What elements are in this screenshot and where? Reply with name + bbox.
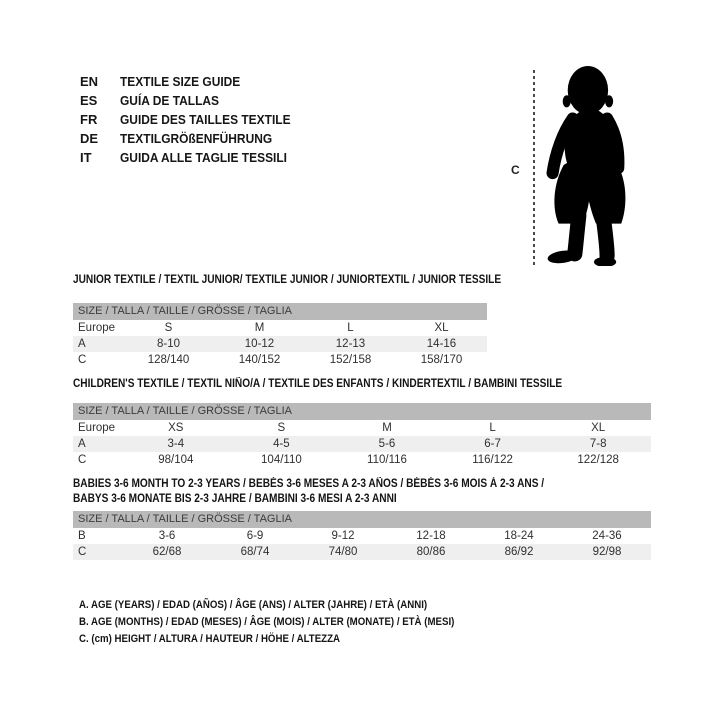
table-cell: M xyxy=(382,422,392,434)
table-cell: 92/98 xyxy=(592,546,622,558)
table-cell: L xyxy=(347,322,354,334)
size-table-babies: BABIES 3-6 MONTH TO 2-3 YEARS / BEBÉS 3-… xyxy=(73,477,651,560)
row-label: Europe xyxy=(78,422,116,434)
table-cell: 18-24 xyxy=(504,530,534,542)
table-cell: 6-9 xyxy=(246,530,264,542)
table-cell: 12-13 xyxy=(335,338,366,350)
row-label: A xyxy=(78,338,86,350)
language-label: GUIDA ALLE TAGLIE TESSILI xyxy=(120,150,288,165)
table-title: CHILDREN'S TEXTILE / TEXTIL NIÑO/A / TEX… xyxy=(73,378,563,390)
row-label: A xyxy=(78,438,86,450)
language-code: ES xyxy=(80,93,98,108)
table-cell: XL xyxy=(434,322,449,334)
size-header-bar: SIZE / TALLA / TAILLE / GRÖSSE / TAGLIA xyxy=(73,511,651,528)
table-title: BABYS 3-6 MONATE BIS 2-3 JAHRE / BAMBINI… xyxy=(73,493,397,505)
language-code: IT xyxy=(80,150,92,165)
table-cell: 3-6 xyxy=(158,530,176,542)
footnotes: A. AGE (YEARS) / EDAD (AÑOS) / ÂGE (ANS)… xyxy=(79,597,506,648)
table-cell: 5-6 xyxy=(378,438,396,450)
table-cell: 68/74 xyxy=(240,546,270,558)
table-cell: 7-8 xyxy=(589,438,607,450)
figure-height-label: C xyxy=(511,163,520,177)
table-cell: 9-12 xyxy=(331,530,355,542)
language-row: DE TEXTILGRÖßENFÜHRUNG xyxy=(80,129,305,148)
language-row: IT GUIDA ALLE TAGLIE TESSILI xyxy=(80,148,305,167)
table-cell: M xyxy=(254,322,265,334)
footnote-age-months: B. AGE (MONTHS) / EDAD (MESES) / ÂGE (MO… xyxy=(79,616,455,628)
table-row: C 62/68 68/74 74/80 80/86 86/92 92/98 xyxy=(73,544,651,560)
size-header-bar: SIZE / TALLA / TAILLE / GRÖSSE / TAGLIA xyxy=(73,403,651,420)
row-label: C xyxy=(78,546,87,558)
table-cell: 6-7 xyxy=(484,438,501,450)
table-cell: 62/68 xyxy=(152,546,182,558)
table-title: JUNIOR TEXTILE / TEXTIL JUNIOR/ TEXTILE … xyxy=(73,274,502,286)
row-label: B xyxy=(78,530,86,542)
table-cell: 24-36 xyxy=(592,530,622,542)
footnote-height-cm: C. (cm) HEIGHT / ALTURA / HAUTEUR / HÖHE… xyxy=(79,633,341,645)
table-cell: XL xyxy=(591,422,606,434)
row-label: C xyxy=(78,354,87,366)
height-dashed-line xyxy=(533,70,535,268)
size-table-children: CHILDREN'S TEXTILE / TEXTIL NIÑO/A / TEX… xyxy=(73,378,651,468)
table-row: Europe XS S M L XL xyxy=(73,420,651,436)
table-cell: 158/170 xyxy=(420,354,463,366)
language-label: TEXTILE SIZE GUIDE xyxy=(120,74,241,89)
table-row: A 8-10 10-12 12-13 14-16 xyxy=(73,336,487,352)
table-row: B 3-6 6-9 9-12 12-18 18-24 24-36 xyxy=(73,528,651,544)
language-row: FR GUIDE DES TAILLES TEXTILE xyxy=(80,110,305,129)
language-row: ES GUÍA DE TALLAS xyxy=(80,91,305,110)
size-header-bar: SIZE / TALLA / TAILLE / GRÖSSE / TAGLIA xyxy=(73,303,487,320)
language-code: FR xyxy=(80,112,98,127)
language-code: EN xyxy=(80,74,99,89)
language-label: GUIDE DES TAILLES TEXTILE xyxy=(120,112,291,127)
table-cell: 12-18 xyxy=(416,530,446,542)
table-cell: L xyxy=(489,422,496,434)
language-code: DE xyxy=(80,131,99,146)
table-cell: 122/128 xyxy=(577,454,619,466)
table-cell: 110/116 xyxy=(367,454,407,466)
table-cell: 80/86 xyxy=(416,546,446,558)
row-label: Europe xyxy=(78,322,116,334)
table-row: C 98/104 104/110 110/116 116/122 122/128 xyxy=(73,452,651,468)
language-row: EN TEXTILE SIZE GUIDE xyxy=(80,72,305,91)
table-title: BABIES 3-6 MONTH TO 2-3 YEARS / BEBÉS 3-… xyxy=(73,478,545,490)
table-cell: 98/104 xyxy=(158,454,194,466)
table-row: Europe S M L XL xyxy=(73,320,487,336)
table-cell: 74/80 xyxy=(328,546,358,558)
size-table-junior: JUNIOR TEXTILE / TEXTIL JUNIOR/ TEXTILE … xyxy=(73,274,502,368)
table-cell: 128/140 xyxy=(147,354,190,366)
table-cell: S xyxy=(164,322,173,334)
table-cell: 152/158 xyxy=(329,354,372,366)
table-cell: 14-16 xyxy=(426,338,457,350)
language-label: GUÍA DE TALLAS xyxy=(120,93,220,108)
table-cell: 8-10 xyxy=(156,338,181,350)
language-label: TEXTILGRÖßENFÜHRUNG xyxy=(120,131,273,146)
table-row: C 128/140 140/152 152/158 158/170 xyxy=(73,352,487,368)
table-cell: 4-5 xyxy=(273,438,290,450)
table-cell: 10-12 xyxy=(244,338,275,350)
table-cell: 116/122 xyxy=(472,454,513,466)
footnote-age-years: A. AGE (YEARS) / EDAD (AÑOS) / ÂGE (ANS)… xyxy=(79,599,428,611)
row-label: C xyxy=(78,454,87,466)
toddler-silhouette-icon xyxy=(546,66,626,266)
language-list: EN TEXTILE SIZE GUIDE ES GUÍA DE TALLAS … xyxy=(80,72,305,167)
table-cell: XS xyxy=(168,422,184,434)
table-row: A 3-4 4-5 5-6 6-7 7-8 xyxy=(73,436,651,452)
table-cell: 86/92 xyxy=(504,546,534,558)
table-cell: S xyxy=(277,422,286,434)
table-cell: 104/110 xyxy=(261,454,302,466)
table-cell: 140/152 xyxy=(238,354,281,366)
table-cell: 3-4 xyxy=(167,438,185,450)
